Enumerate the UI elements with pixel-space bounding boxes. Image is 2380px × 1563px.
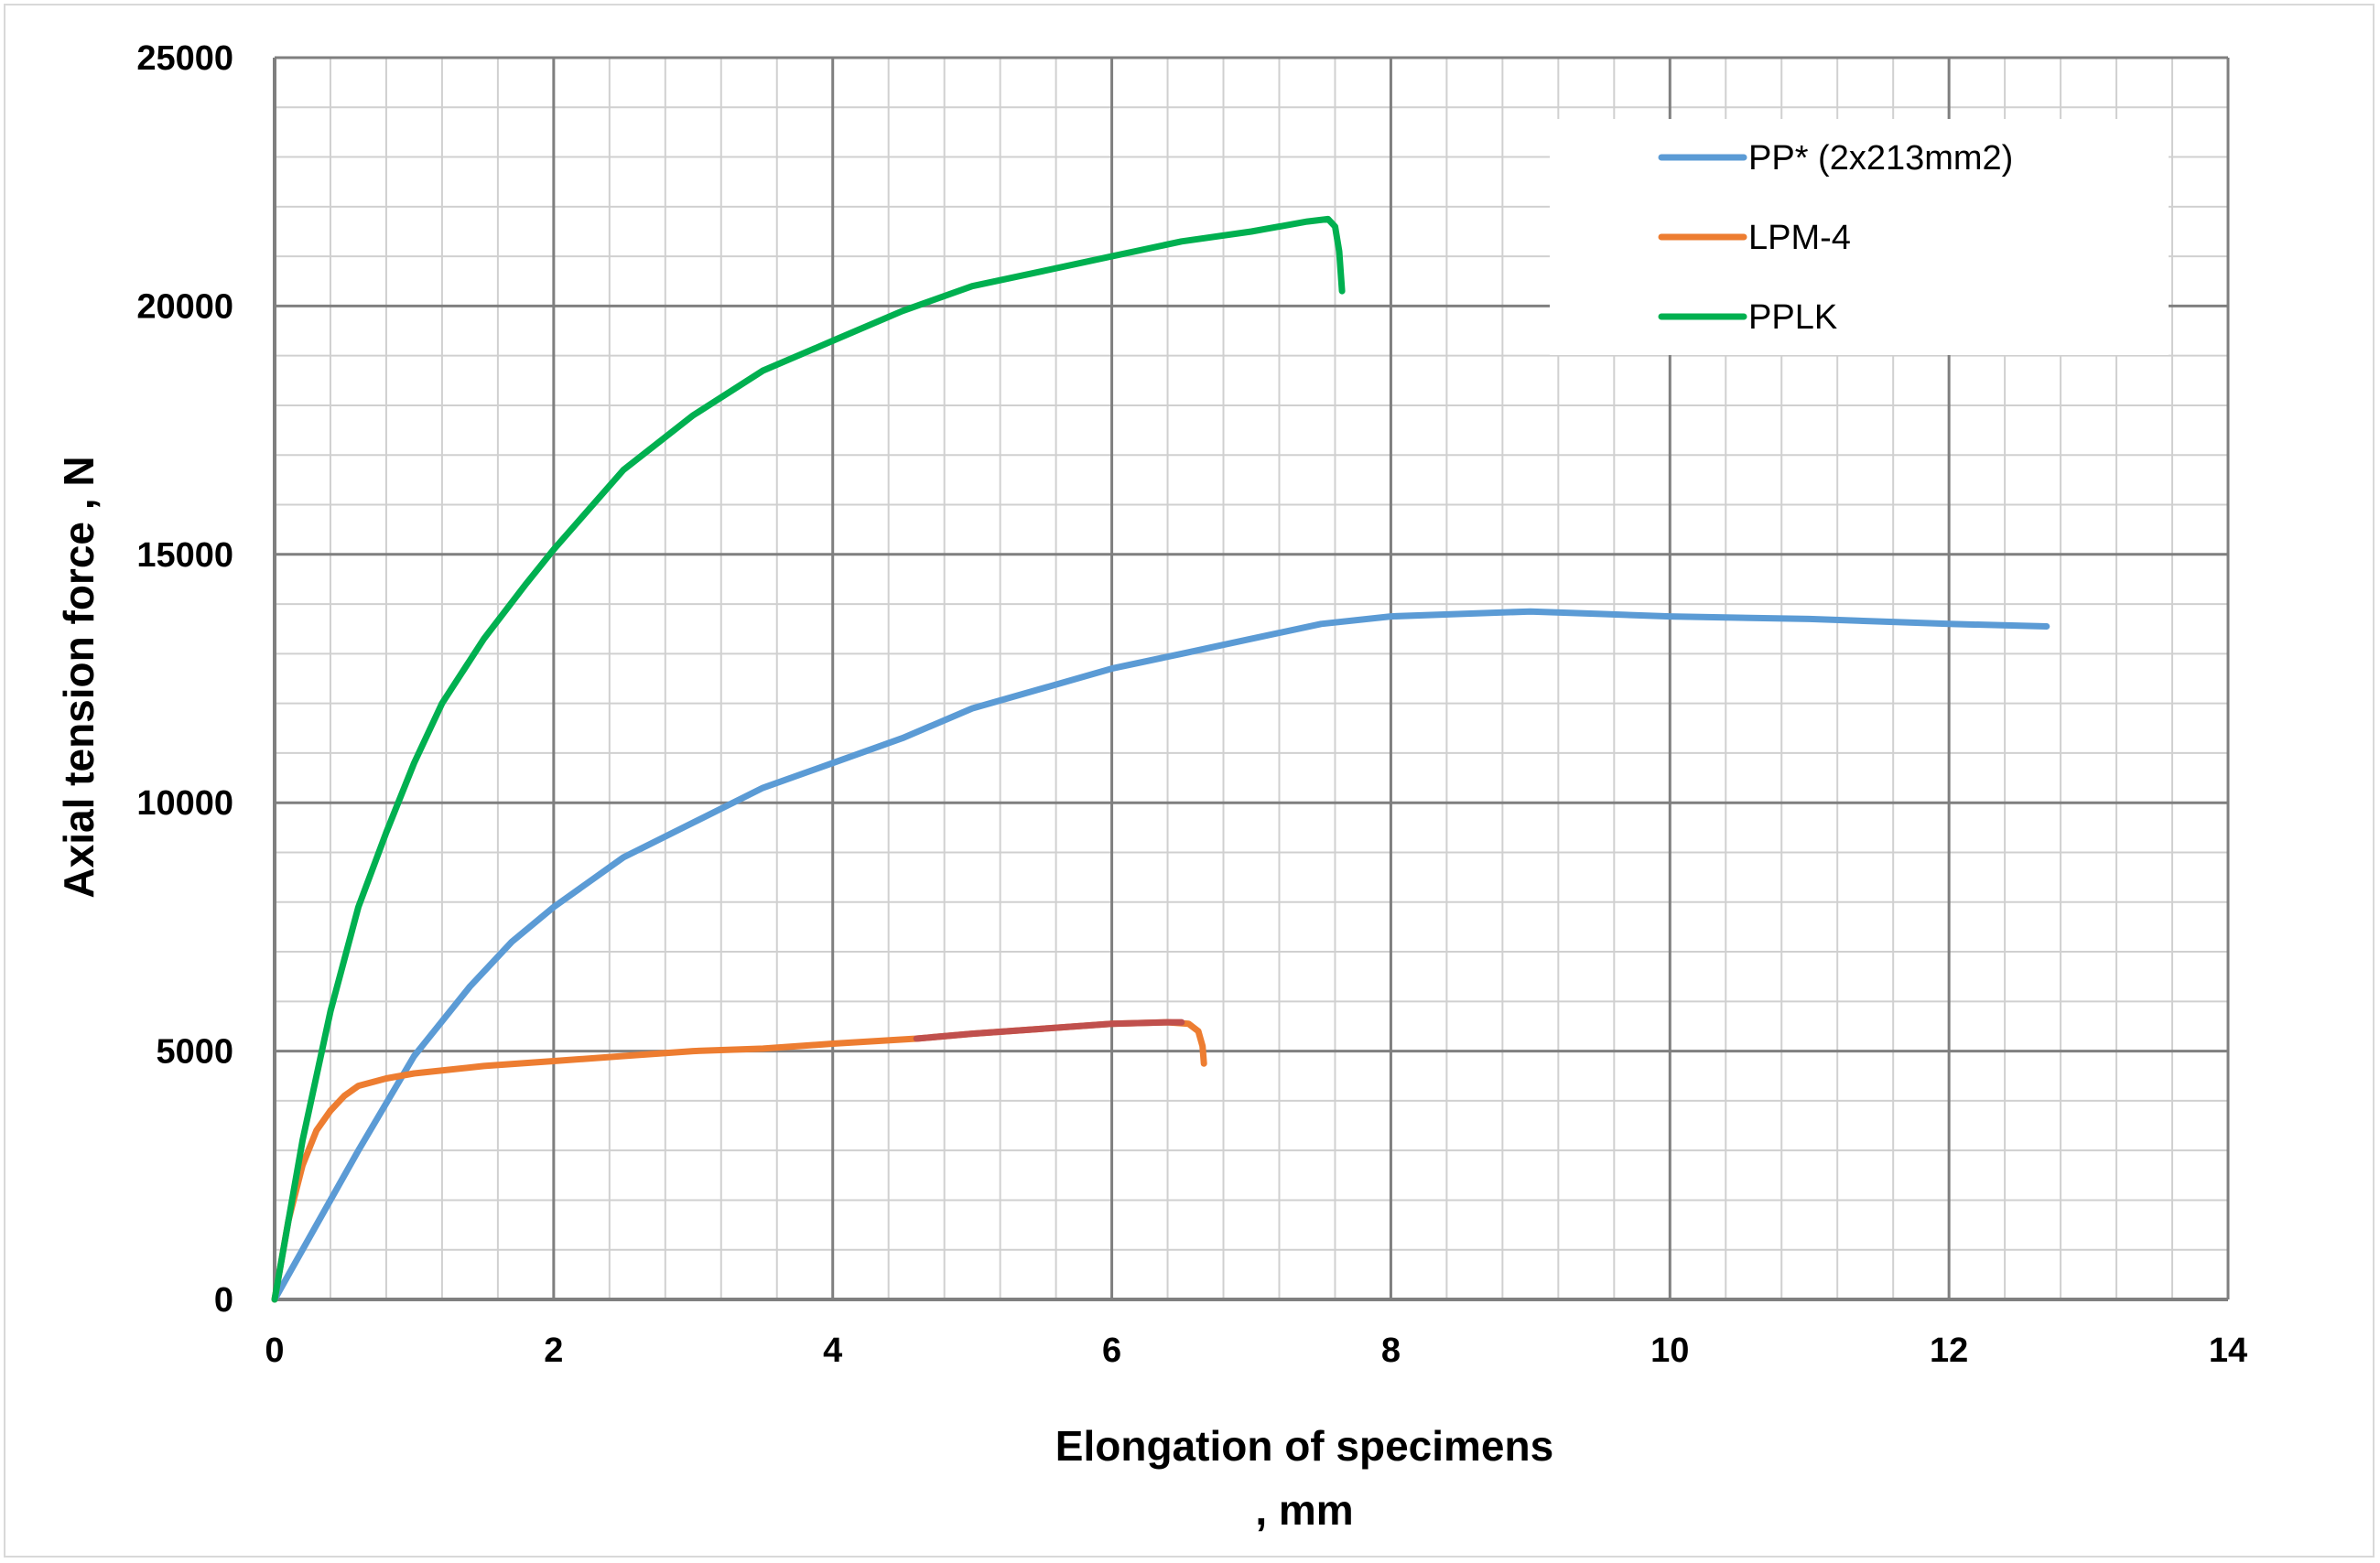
legend-box bbox=[1550, 119, 2169, 355]
x-tick-label: 6 bbox=[1102, 1331, 1121, 1370]
series-line bbox=[271, 1019, 1207, 1303]
y-tick-label: 10000 bbox=[136, 784, 233, 823]
y-tick-label: 0 bbox=[214, 1281, 233, 1320]
legend: PP* (2x213mm2) LPM-4 PPLK bbox=[1550, 119, 2169, 355]
y-axis-title: Axial tension force , N bbox=[55, 456, 103, 898]
x-tick-label: 10 bbox=[1650, 1331, 1689, 1370]
x-axis-title-line2: , mm bbox=[1255, 1486, 1353, 1534]
x-tick-label: 0 bbox=[265, 1331, 284, 1370]
x-tick-label: 8 bbox=[1381, 1331, 1401, 1370]
y-tick-label: 15000 bbox=[136, 536, 233, 575]
y-tick-label: 5000 bbox=[156, 1033, 233, 1072]
legend-label: PP* (2x213mm2) bbox=[1748, 139, 2013, 178]
y-tick-labels: 0 5000 10000 15000 20000 25000 bbox=[136, 39, 233, 1320]
x-tick-label: 12 bbox=[1930, 1331, 1968, 1370]
legend-label: LPM-4 bbox=[1748, 219, 1851, 257]
series-line bbox=[271, 215, 1346, 1303]
legend-label: PPLK bbox=[1748, 298, 1837, 337]
axes bbox=[273, 58, 2228, 1301]
x-tick-label: 14 bbox=[2209, 1331, 2247, 1370]
x-tick-label: 2 bbox=[544, 1331, 563, 1370]
x-tick-labels: 0 2 4 6 8 10 12 14 bbox=[265, 1331, 2247, 1370]
series-line bbox=[271, 608, 2050, 1303]
x-tick-label: 4 bbox=[823, 1331, 842, 1370]
series-lines bbox=[271, 215, 2050, 1303]
y-tick-label: 20000 bbox=[136, 287, 233, 326]
x-axis-title-line1: Elongation of specimens bbox=[1055, 1422, 1553, 1470]
series-line bbox=[913, 1019, 1185, 1042]
y-tick-label: 25000 bbox=[136, 39, 233, 78]
